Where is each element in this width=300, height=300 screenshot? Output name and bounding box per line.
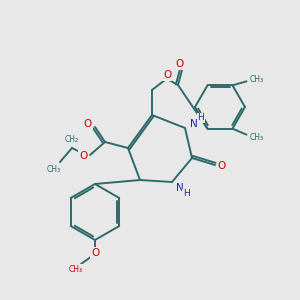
Text: CH₃: CH₃ — [47, 164, 61, 173]
Text: CH₃: CH₃ — [69, 265, 83, 274]
Text: O: O — [79, 151, 87, 161]
Text: H: H — [183, 190, 189, 199]
Text: CH₃: CH₃ — [249, 75, 264, 84]
Text: O: O — [91, 248, 99, 258]
Text: CH₂: CH₂ — [65, 136, 79, 145]
Text: N: N — [176, 183, 184, 193]
Text: O: O — [176, 59, 184, 69]
Text: O: O — [84, 119, 92, 129]
Text: O: O — [163, 70, 171, 80]
Text: H: H — [198, 113, 204, 122]
Text: CH₃: CH₃ — [249, 133, 264, 142]
Text: O: O — [218, 161, 226, 171]
Text: N: N — [190, 119, 198, 129]
